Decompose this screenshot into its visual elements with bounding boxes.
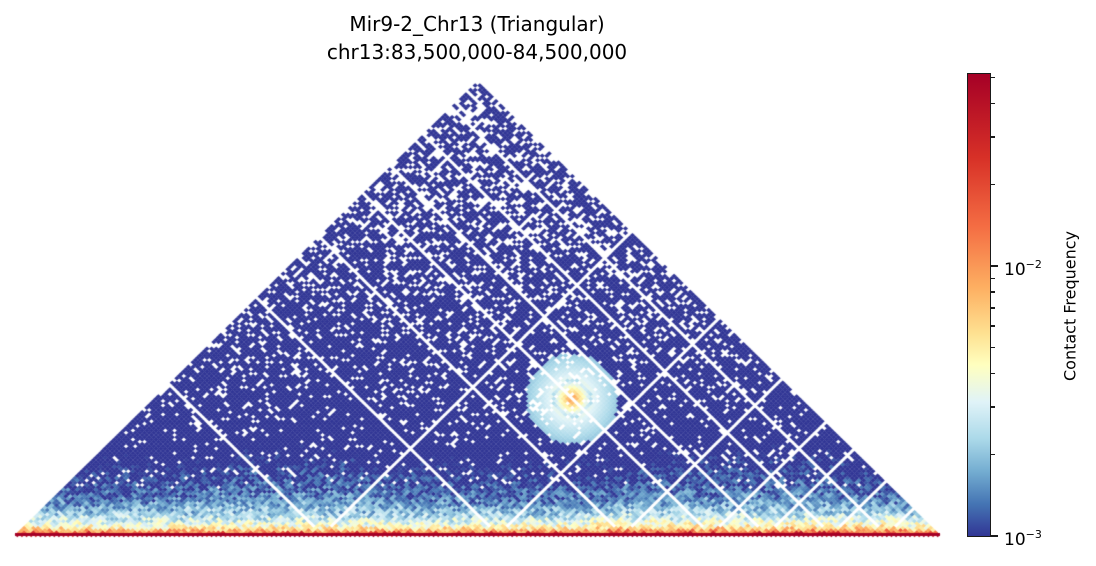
- colorbar-tick: [991, 291, 995, 293]
- colorbar-tick: [991, 183, 995, 186]
- colorbar-tick: [991, 325, 995, 327]
- colorbar-tick-label-1e-2: 10−2: [1004, 258, 1042, 280]
- colorbar-tick: [991, 102, 995, 105]
- colorbar-tick: [991, 372, 995, 375]
- colorbar-tick: [991, 406, 995, 408]
- colorbar-tick: [991, 277, 995, 280]
- colorbar-tick-label-1e-3: 10−3: [1004, 528, 1042, 550]
- triangular-contact-heatmap: [0, 0, 960, 560]
- colorbar-tick: [991, 136, 995, 138]
- colorbar-tick: [991, 346, 995, 349]
- colorbar: [967, 73, 991, 537]
- colorbar-tick: [991, 535, 998, 537]
- colorbar-tick: [991, 453, 995, 456]
- colorbar-tick: [991, 265, 998, 267]
- colorbar-tick: [991, 307, 995, 309]
- colorbar-tick: [991, 76, 995, 79]
- colorbar-label: Contact Frequency: [1060, 231, 1080, 381]
